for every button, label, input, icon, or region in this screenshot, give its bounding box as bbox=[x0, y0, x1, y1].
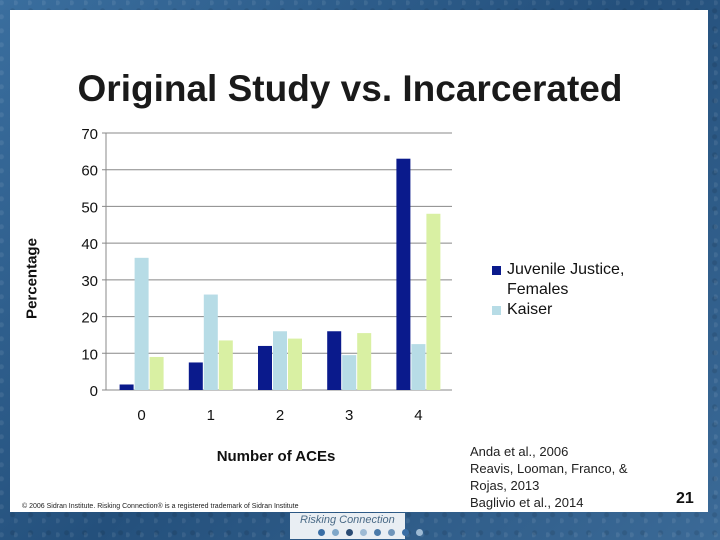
x-tick-label: 1 bbox=[207, 407, 215, 424]
legend-swatch bbox=[492, 306, 501, 315]
reference-line: Rojas, 2013 bbox=[470, 478, 540, 493]
bar bbox=[426, 213, 441, 390]
bar bbox=[119, 384, 134, 390]
reference-line: Baglivio et al., 2014 bbox=[470, 495, 584, 510]
bar bbox=[149, 356, 164, 390]
x-tick-label: 0 bbox=[137, 407, 145, 424]
logo-dot bbox=[374, 529, 381, 536]
page-number: 21 bbox=[676, 490, 694, 507]
logo-dot bbox=[388, 529, 395, 536]
y-tick-label: 60 bbox=[81, 163, 98, 180]
slide-title: Original Study vs. Incarcerated bbox=[77, 68, 623, 109]
copyright-notice: © 2006 Sidran Institute. Risking Connect… bbox=[22, 503, 299, 510]
bar bbox=[327, 331, 342, 390]
legend-swatch bbox=[492, 266, 501, 275]
y-tick-label: 30 bbox=[81, 273, 98, 290]
x-tick-labels: 0 1 2 3 4 bbox=[137, 407, 422, 424]
bar bbox=[288, 338, 302, 390]
x-axis-label: Number of ACEs bbox=[216, 448, 336, 465]
reference-line: Reavis, Looman, Franco, & bbox=[470, 461, 628, 476]
bar bbox=[357, 333, 372, 390]
y-tick-label: 20 bbox=[81, 310, 98, 327]
bar bbox=[273, 331, 287, 390]
legend-label: Kaiser bbox=[507, 301, 553, 318]
logo-dot bbox=[402, 529, 409, 536]
bar bbox=[258, 345, 272, 390]
legend-label: Juvenile Justice, Females bbox=[507, 261, 625, 298]
legend: Juvenile Justice, Females Kaiser bbox=[492, 260, 647, 320]
bar bbox=[411, 344, 426, 390]
legend-item-kaiser: Kaiser bbox=[492, 300, 647, 320]
risking-connection-logo: Risking Connection bbox=[300, 514, 395, 526]
logo-dots bbox=[318, 529, 423, 536]
bar bbox=[218, 340, 233, 390]
x-tick-label: 4 bbox=[414, 407, 422, 424]
references: Anda et al., 2006 Reavis, Looman, Franco… bbox=[470, 443, 628, 511]
y-tick-label: 70 bbox=[81, 126, 98, 143]
bar bbox=[342, 355, 357, 390]
slide-panel bbox=[10, 10, 708, 512]
logo-dot bbox=[416, 529, 423, 536]
logo-dot bbox=[346, 529, 353, 536]
bar bbox=[396, 158, 411, 390]
bar bbox=[203, 294, 218, 390]
y-tick-label: 0 bbox=[90, 383, 98, 400]
logo-dot bbox=[360, 529, 367, 536]
logo-dot bbox=[318, 529, 325, 536]
y-tick-label: 50 bbox=[81, 199, 98, 216]
x-tick-label: 2 bbox=[276, 407, 284, 424]
y-tick-labels: 0 10 20 30 40 50 60 70 bbox=[81, 126, 98, 400]
logo-dot bbox=[332, 529, 339, 536]
reference-line: Anda et al., 2006 bbox=[470, 444, 569, 459]
bar bbox=[188, 362, 203, 390]
y-tick-label: 10 bbox=[81, 346, 98, 363]
x-tick-label: 3 bbox=[345, 407, 353, 424]
bars bbox=[119, 158, 441, 390]
legend-item-juvenile-justice: Juvenile Justice, Females bbox=[492, 260, 647, 300]
y-tick-label: 40 bbox=[81, 236, 98, 253]
gridlines bbox=[102, 132, 452, 391]
bar bbox=[134, 257, 149, 390]
